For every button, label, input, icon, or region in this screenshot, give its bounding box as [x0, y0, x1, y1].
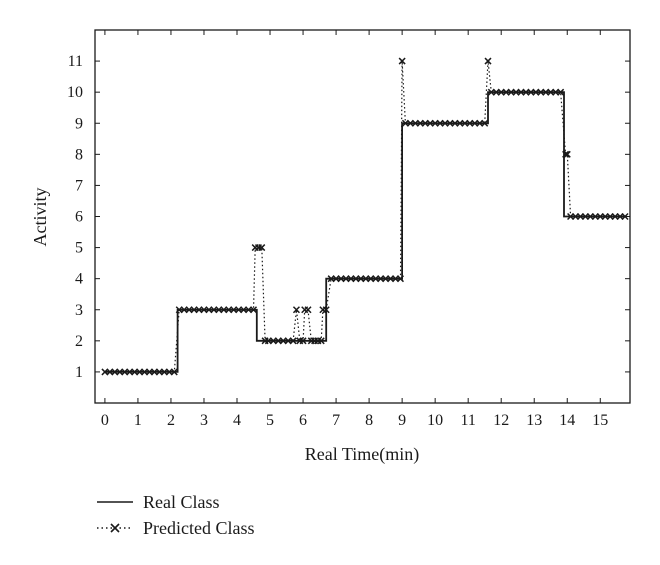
y-tick-label: 11 — [68, 53, 83, 70]
predicted-class-point — [484, 57, 492, 65]
y-tick-label: 9 — [75, 115, 83, 132]
y-tick-label: 5 — [75, 240, 83, 257]
series-real-class-line — [104, 91, 627, 373]
predicted-class-point — [304, 306, 312, 314]
x-tick-label: 2 — [167, 412, 175, 429]
legend-item-real-class: Real Class — [95, 489, 254, 515]
x-tick-label: 14 — [559, 412, 575, 429]
x-tick-label: 11 — [460, 412, 475, 429]
y-tick-label: 4 — [75, 271, 83, 288]
y-tick-label: 3 — [75, 302, 83, 319]
x-tick-label: 10 — [427, 412, 443, 429]
legend-label-real-class: Real Class — [143, 491, 220, 512]
y-axis-label: Activity — [30, 188, 50, 247]
x-tick-label: 13 — [526, 412, 542, 429]
predicted-class-point — [258, 244, 266, 252]
x-tick-label: 9 — [398, 412, 406, 429]
y-tick-label: 8 — [75, 146, 83, 163]
legend-dotted-cross-icon — [97, 523, 133, 533]
x-tick-label: 6 — [299, 412, 307, 429]
y-tick-label: 1 — [75, 364, 83, 381]
predicted-class-point — [292, 306, 300, 314]
x-tick-label: 15 — [592, 412, 608, 429]
x-tick-label: 5 — [266, 412, 274, 429]
legend-label-predicted-class: Predicted Class — [143, 517, 255, 538]
x-tick-label: 4 — [233, 412, 241, 429]
x-tick-label: 1 — [134, 412, 142, 429]
y-tick-label: 7 — [75, 177, 83, 194]
x-tick-label: 7 — [332, 412, 340, 429]
plot-frame — [94, 29, 631, 404]
legend: Real Class Predicted Class — [95, 489, 254, 541]
legend-item-predicted-class: Predicted Class — [95, 515, 254, 541]
x-tick-label: 12 — [493, 412, 509, 429]
predicted-class-point — [398, 57, 406, 65]
x-tick-label: 3 — [200, 412, 208, 429]
series-layer — [101, 57, 629, 376]
y-tick-label: 10 — [67, 84, 83, 101]
legend-solid-line-icon — [97, 501, 133, 503]
predicted-class-point — [563, 150, 571, 158]
x-axis-label: Real Time(min) — [305, 444, 420, 465]
x-tick-label: 8 — [365, 412, 373, 429]
y-tick-label: 6 — [75, 209, 83, 226]
series-predicted-class-line — [104, 61, 625, 373]
x-tick-label: 0 — [101, 412, 109, 429]
y-tick-label: 2 — [75, 333, 83, 350]
